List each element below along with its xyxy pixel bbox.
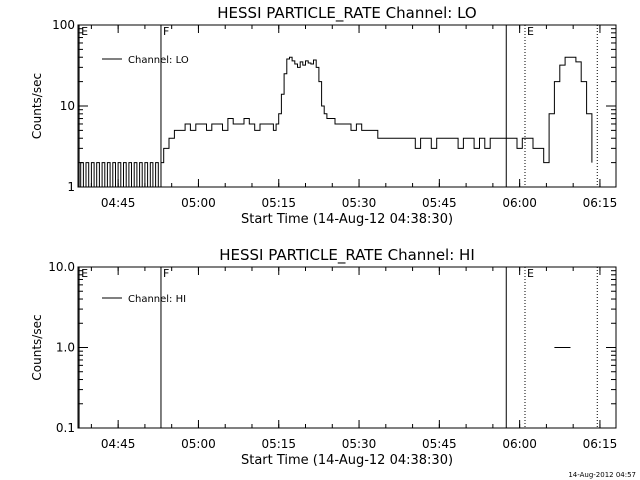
x-tick-label: 05:15: [261, 437, 296, 451]
x-tick-label: 06:00: [502, 196, 537, 210]
x-tick-label: 06:15: [583, 196, 618, 210]
legend: Channel: HI: [102, 294, 186, 305]
x-tick-label: 04:45: [101, 437, 136, 451]
legend: Channel: LO: [102, 55, 189, 66]
event-marker-label: F: [163, 267, 169, 280]
x-axis-label: Start Time (14-Aug-12 04:38:30): [241, 212, 453, 227]
legend-entry: Channel: LO: [128, 55, 189, 66]
event-marker-label: E: [81, 267, 88, 280]
chart-title: HESSI PARTICLE_RATE Channel: HI: [219, 246, 475, 265]
timestamp-label: 14-Aug-2012 04:57: [568, 471, 636, 479]
y-tick-label: 1: [67, 180, 75, 194]
x-tick-label: 05:00: [181, 196, 216, 210]
x-tick-label: 05:30: [342, 437, 377, 451]
series-line-1: [78, 56, 593, 188]
y-tick-label: 0.1: [56, 421, 75, 435]
event-marker-label: E: [81, 25, 88, 38]
event-marker-label: E: [527, 267, 534, 280]
x-axis-label: Start Time (14-Aug-12 04:38:30): [241, 453, 453, 468]
x-tick-label: 06:15: [583, 437, 618, 451]
y-tick-label: 100: [52, 18, 75, 32]
event-marker-label: E: [527, 25, 534, 38]
x-tick-label: 05:45: [422, 196, 457, 210]
y-tick-label: 1.0: [56, 341, 75, 355]
x-tick-label: 05:30: [342, 196, 377, 210]
legend-entry: Channel: HI: [128, 294, 186, 305]
y-tick-label: 10.0: [48, 260, 75, 274]
y-axis-label: Counts/sec: [30, 73, 44, 139]
y-axis-label: Counts/sec: [30, 314, 44, 380]
chart-panel-2: HESSI PARTICLE_RATE Channel: HI Start Tim…: [30, 246, 617, 468]
x-tick-label: 06:00: [502, 437, 537, 451]
event-marker-label: F: [163, 25, 169, 38]
chart-panel-1: HESSI PARTICLE_RATE Channel: LO Start Tim…: [30, 4, 617, 227]
x-tick-label: 05:00: [181, 437, 216, 451]
x-tick-label: 05:15: [261, 196, 296, 210]
chart-title: HESSI PARTICLE_RATE Channel: LO: [217, 4, 476, 23]
x-tick-label: 04:45: [101, 196, 136, 210]
x-tick-label: 05:45: [422, 437, 457, 451]
y-tick-label: 10: [60, 99, 75, 113]
plot-frame: [77, 266, 617, 429]
